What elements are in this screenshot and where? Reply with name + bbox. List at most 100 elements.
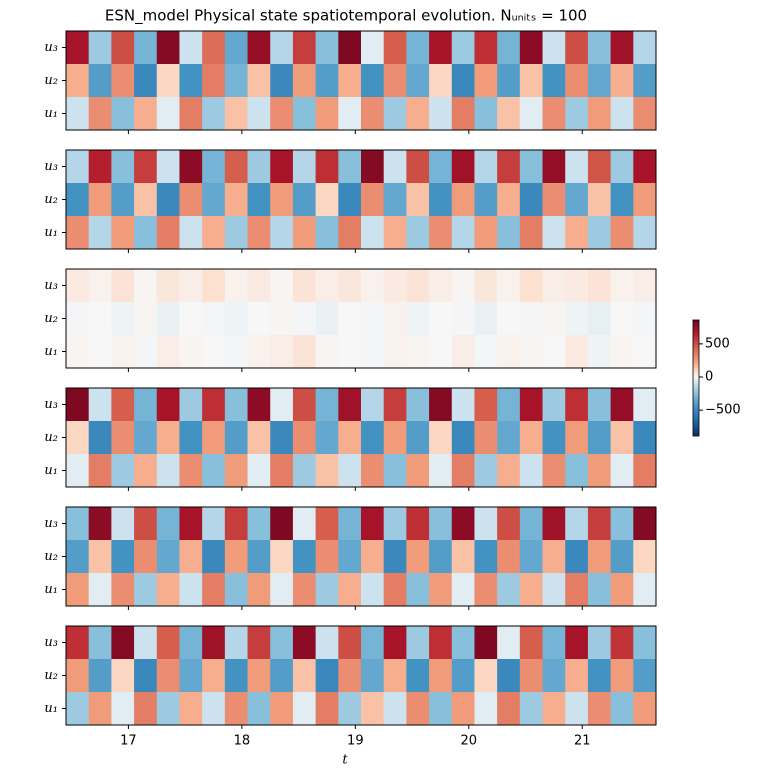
heat-cell xyxy=(179,269,203,303)
heat-cell xyxy=(315,269,339,303)
heat-cell xyxy=(429,454,453,488)
heat-cell xyxy=(111,183,135,217)
heat-cell xyxy=(247,421,271,455)
heat-cell xyxy=(338,454,362,488)
heat-cell xyxy=(474,626,498,660)
heat-cell xyxy=(451,183,475,217)
heat-cell xyxy=(179,64,203,98)
colorbar-tick-label: 0 xyxy=(705,370,713,385)
heat-cell xyxy=(270,31,294,65)
heat-cell xyxy=(315,183,339,217)
heat-cell xyxy=(451,150,475,184)
heat-cell xyxy=(247,626,271,660)
heat-cell xyxy=(134,269,158,303)
heat-cell xyxy=(497,302,521,336)
heat-cell xyxy=(202,64,226,98)
heat-cell xyxy=(338,269,362,303)
heat-cell xyxy=(361,573,385,607)
heat-cell xyxy=(111,31,135,65)
heat-cell xyxy=(202,573,226,607)
heat-cell xyxy=(361,692,385,726)
heat-cell xyxy=(66,507,90,541)
x-tick-label: 20 xyxy=(461,734,478,749)
heat-cell xyxy=(497,454,521,488)
heat-cell xyxy=(88,183,112,217)
heat-cell xyxy=(633,388,657,422)
heat-cell xyxy=(633,302,657,336)
heat-cell xyxy=(542,540,566,574)
heat-cell xyxy=(88,692,112,726)
heat-cell xyxy=(247,183,271,217)
heat-cell xyxy=(292,659,317,693)
heat-cell xyxy=(633,507,657,541)
heat-cell xyxy=(202,216,226,250)
heat-cell xyxy=(497,335,521,369)
heat-cell xyxy=(270,692,294,726)
heat-cell xyxy=(383,454,407,488)
heat-cell xyxy=(292,269,317,303)
heat-cell xyxy=(315,573,339,607)
heat-cell xyxy=(565,507,589,541)
heat-cell xyxy=(315,421,339,455)
heat-cell xyxy=(179,626,203,660)
heat-cell xyxy=(224,150,249,184)
heat-cell xyxy=(111,454,135,488)
heat-cell xyxy=(383,150,407,184)
heat-cell xyxy=(406,64,430,98)
y-tick-label: u₂ xyxy=(44,549,58,564)
y-tick-label: u₃ xyxy=(44,635,58,650)
heat-cell xyxy=(66,540,90,574)
heat-cell xyxy=(315,692,339,726)
heat-cell xyxy=(406,540,430,574)
heat-cell xyxy=(292,626,317,660)
heat-cell xyxy=(292,216,317,250)
heat-cell xyxy=(587,626,612,660)
heat-cell xyxy=(247,269,271,303)
y-tick-label: u₃ xyxy=(44,397,58,412)
heat-cell xyxy=(66,335,90,369)
heat-cell xyxy=(497,216,521,250)
heat-cell xyxy=(519,64,544,98)
heat-cell xyxy=(474,454,498,488)
heat-cell xyxy=(338,507,362,541)
heat-cell xyxy=(497,573,521,607)
heat-cell xyxy=(292,540,317,574)
y-tick-label: u₂ xyxy=(44,73,58,88)
heat-cell xyxy=(497,31,521,65)
heat-cell xyxy=(429,659,453,693)
heat-cell xyxy=(156,507,180,541)
heat-cell xyxy=(270,302,294,336)
heat-cell xyxy=(565,692,589,726)
heat-cell xyxy=(610,302,634,336)
heat-cell xyxy=(224,183,249,217)
heat-cell xyxy=(224,302,249,336)
heat-cell xyxy=(224,269,249,303)
heat-cell xyxy=(179,150,203,184)
heat-cell xyxy=(270,659,294,693)
heat-cell xyxy=(429,97,453,131)
heat-cell xyxy=(497,183,521,217)
heat-cell xyxy=(361,183,385,217)
heat-cell xyxy=(406,421,430,455)
heat-cell xyxy=(202,31,226,65)
heat-cell xyxy=(338,540,362,574)
heat-cell xyxy=(383,507,407,541)
heat-cell xyxy=(292,388,317,422)
heat-cell xyxy=(247,507,271,541)
heat-cell xyxy=(587,335,612,369)
y-tick-label: u₁ xyxy=(44,701,58,716)
y-tick-label: u₂ xyxy=(44,192,58,207)
heat-cell xyxy=(497,150,521,184)
heat-cell xyxy=(179,573,203,607)
heat-cell xyxy=(474,507,498,541)
heat-cell xyxy=(406,388,430,422)
heat-cell xyxy=(519,626,544,660)
heat-cell xyxy=(134,692,158,726)
heat-cell xyxy=(565,183,589,217)
heat-cell xyxy=(247,454,271,488)
heat-cell xyxy=(474,335,498,369)
heat-cell xyxy=(383,269,407,303)
heat-cell xyxy=(361,302,385,336)
heat-cell xyxy=(292,507,317,541)
